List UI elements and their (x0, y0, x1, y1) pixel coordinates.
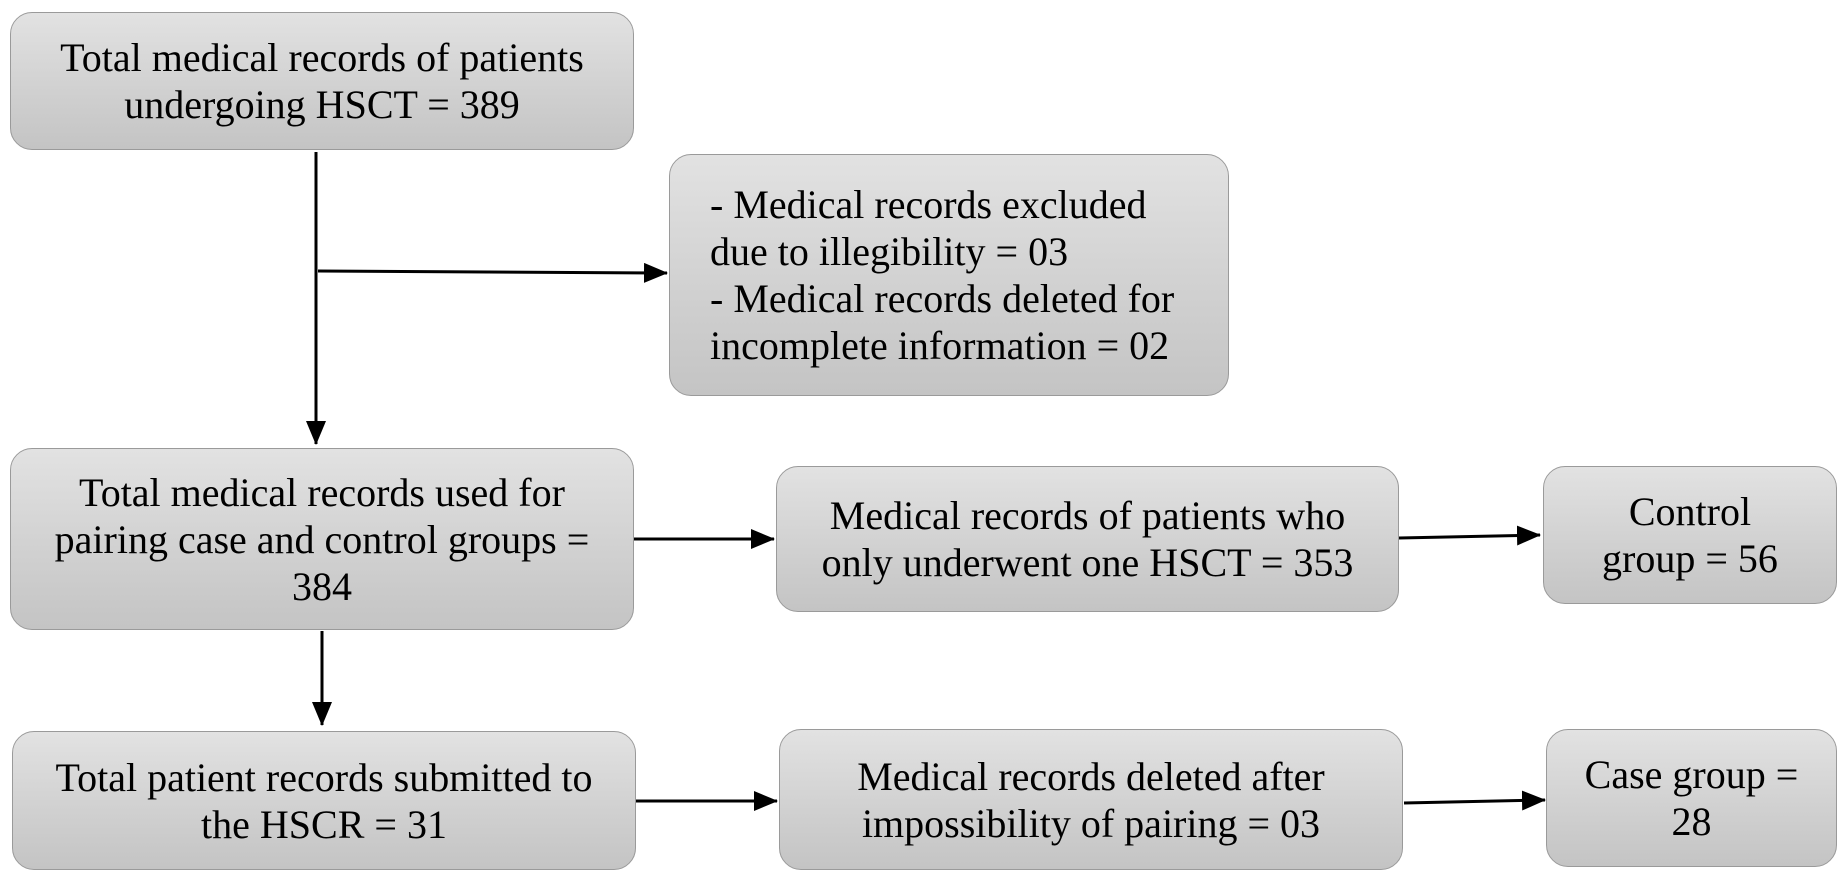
exclusions-line-2: due to illegibility = 03 (710, 229, 1069, 274)
exclusions-box: - Medical records excluded due to illegi… (669, 154, 1229, 396)
arrow-pairing-deleted-to-case (1403, 790, 1546, 811)
pairing-deleted-line-1: Medical records deleted after (857, 753, 1325, 799)
case-group-box: Case group = 28 (1546, 729, 1837, 867)
hscr-submitted-box: Total patient records submitted to the H… (12, 731, 636, 870)
pairing-deleted-line-2: impossibility of pairing = 03 (861, 800, 1321, 846)
one-hsct-line-1: Medical records of patients who (829, 493, 1346, 538)
one-hsct-box: Medical records of patients who only und… (776, 466, 1399, 612)
hscr-submitted-line-2: the HSCR = 31 (201, 801, 447, 847)
control-group-line-2: group = 56 (1602, 536, 1778, 581)
exclusions-line-1: - Medical records excluded (710, 182, 1147, 227)
pairing-box: Total medical records used for pairing c… (10, 448, 634, 630)
case-group-line-2: 28 (1671, 799, 1712, 844)
total-records-box: Total medical records of patients underg… (10, 12, 634, 150)
case-group-line-1: Case group = (1584, 752, 1799, 797)
pairing-line-1: Total medical records used for (79, 469, 565, 515)
one-hsct-line-2: only underwent one HSCT = 353 (821, 540, 1354, 585)
arrow-to-exclusions (317, 262, 668, 283)
exclusions-line-3: - Medical records deleted for (710, 276, 1175, 321)
total-records-line-1: Total medical records of patients (60, 35, 584, 80)
control-group-line-1: Control (1628, 489, 1752, 534)
exclusions-line-4: incomplete information = 02 (710, 323, 1170, 368)
arrow-one-hsct-to-control (1398, 525, 1541, 546)
pairing-line-2: pairing case and control groups = (54, 516, 590, 562)
total-records-line-2: undergoing HSCT = 389 (124, 82, 520, 127)
pairing-line-3: 384 (292, 563, 352, 609)
control-group-box: Control group = 56 (1543, 466, 1837, 604)
pairing-deleted-box: Medical records deleted after impossibil… (779, 729, 1403, 870)
hscr-submitted-line-1: Total patient records submitted to (55, 754, 593, 800)
